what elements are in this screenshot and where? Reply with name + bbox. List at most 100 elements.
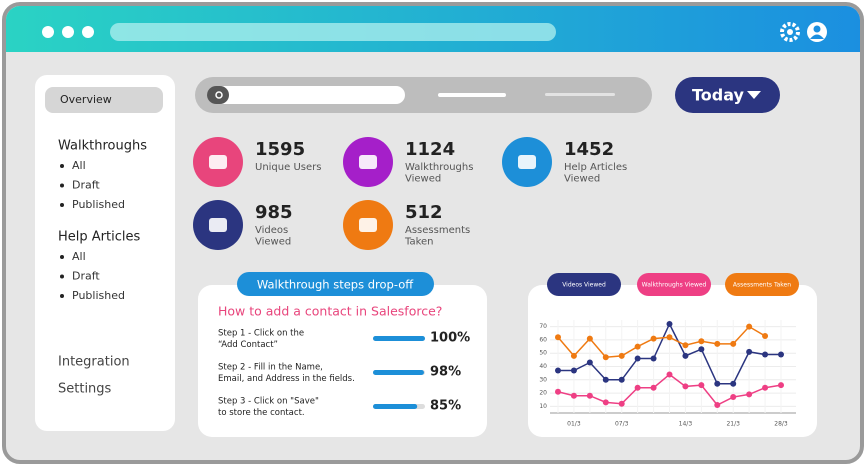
dropdown-arrow — [747, 91, 761, 99]
data-point — [650, 355, 657, 362]
stat-label: Videos — [255, 225, 288, 236]
step-value: 98% — [430, 365, 461, 380]
data-point — [746, 323, 753, 330]
step-text: Step 1 - Click on the — [218, 329, 304, 339]
data-point — [634, 343, 641, 350]
data-point — [586, 392, 593, 399]
date-button[interactable] — [675, 77, 780, 113]
dropoff-panel — [198, 285, 487, 437]
stat-label: Taken — [404, 237, 434, 248]
stat-glyph — [359, 155, 377, 169]
step-text: Step 2 - Fill in the Name, — [218, 363, 323, 373]
data-point — [570, 352, 577, 359]
stat-value: 512 — [405, 202, 443, 223]
data-point — [634, 384, 641, 391]
active-nav[interactable] — [45, 87, 163, 113]
step-text: Email, and Address in the fields. — [218, 374, 355, 384]
data-point — [666, 371, 673, 378]
data-point — [650, 335, 657, 342]
tab-indicator[interactable] — [438, 93, 506, 97]
x-tick-label: 07/3 — [615, 421, 629, 428]
stat-value: 1124 — [405, 139, 455, 160]
nav-item[interactable]: Overview — [60, 93, 112, 106]
search-icon — [215, 91, 223, 99]
date-button-label[interactable]: Today — [692, 86, 745, 105]
window-dot — [82, 26, 94, 38]
stat-label: Viewed — [255, 237, 291, 248]
legend-pill — [637, 273, 711, 296]
data-point — [714, 402, 721, 409]
address-bar[interactable] — [110, 23, 556, 41]
data-point — [650, 384, 657, 391]
sidebar — [35, 75, 175, 431]
settings-icon[interactable] — [780, 22, 800, 42]
legend-label: Videos Viewed — [562, 282, 606, 289]
window-dot — [42, 26, 54, 38]
user-icon[interactable] — [807, 22, 827, 42]
stat-glyph — [209, 155, 227, 169]
data-point — [602, 376, 609, 383]
data-point — [570, 392, 577, 399]
tab-indicator[interactable] — [545, 93, 615, 96]
data-point — [618, 376, 625, 383]
y-tick-label: 10 — [539, 403, 547, 410]
nav-item[interactable]: Draft — [72, 179, 100, 192]
nav-item[interactable]: All — [72, 159, 86, 172]
y-tick-label: 70 — [539, 323, 547, 330]
step-text: to store the contact. — [218, 408, 305, 418]
bullet — [60, 203, 64, 207]
y-tick-label: 50 — [539, 350, 547, 357]
data-point — [730, 340, 737, 347]
data-point — [682, 342, 689, 349]
data-point — [634, 355, 641, 362]
data-point — [762, 384, 769, 391]
x-tick-label: 14/3 — [679, 421, 693, 428]
data-point — [618, 352, 625, 359]
nav-item[interactable]: Published — [72, 289, 125, 302]
nav-item[interactable]: Draft — [72, 270, 100, 283]
data-point — [555, 367, 561, 374]
step-value: 85% — [430, 399, 461, 414]
data-point — [586, 359, 593, 366]
legend-label: Assessments Taken — [733, 282, 791, 289]
dropoff-tag — [237, 272, 434, 296]
stat-glyph — [359, 218, 377, 232]
data-point — [666, 320, 673, 327]
y-tick-label: 60 — [539, 336, 547, 343]
data-point — [555, 388, 561, 395]
data-point — [746, 391, 753, 398]
nav-item[interactable]: All — [72, 250, 86, 263]
nav-section[interactable]: Walkthroughs — [58, 139, 147, 154]
data-point — [602, 354, 609, 361]
window-dot — [62, 26, 74, 38]
nav-item[interactable]: Published — [72, 198, 125, 211]
bullet — [60, 274, 64, 279]
stat-label: Unique Users — [255, 162, 321, 173]
y-tick-label: 30 — [539, 376, 547, 383]
y-tick-label: 40 — [539, 363, 547, 370]
stat-glyph — [209, 218, 227, 232]
bullet — [60, 183, 64, 188]
nav-link[interactable]: Settings — [58, 382, 112, 397]
data-point — [714, 340, 721, 347]
stat-label: Assessments — [405, 225, 470, 236]
x-tick-label: 21/3 — [726, 421, 740, 428]
data-point — [682, 352, 689, 359]
data-point — [730, 380, 737, 387]
search-input[interactable] — [207, 86, 405, 104]
legend-label: Walkthroughs Viewed — [642, 282, 707, 289]
y-tick-label: 20 — [539, 390, 547, 397]
progress-fill — [373, 370, 424, 375]
legend-pill — [547, 273, 621, 296]
stat-label: Help Articles — [564, 162, 627, 173]
data-point — [698, 338, 705, 345]
data-point — [682, 383, 689, 390]
stat-label: Walkthroughs — [405, 162, 473, 173]
step-value: 100% — [430, 331, 470, 346]
nav-section[interactable]: Help Articles — [58, 230, 140, 245]
data-point — [698, 382, 705, 389]
bullet — [60, 164, 64, 168]
nav-link[interactable]: Integration — [58, 355, 130, 370]
